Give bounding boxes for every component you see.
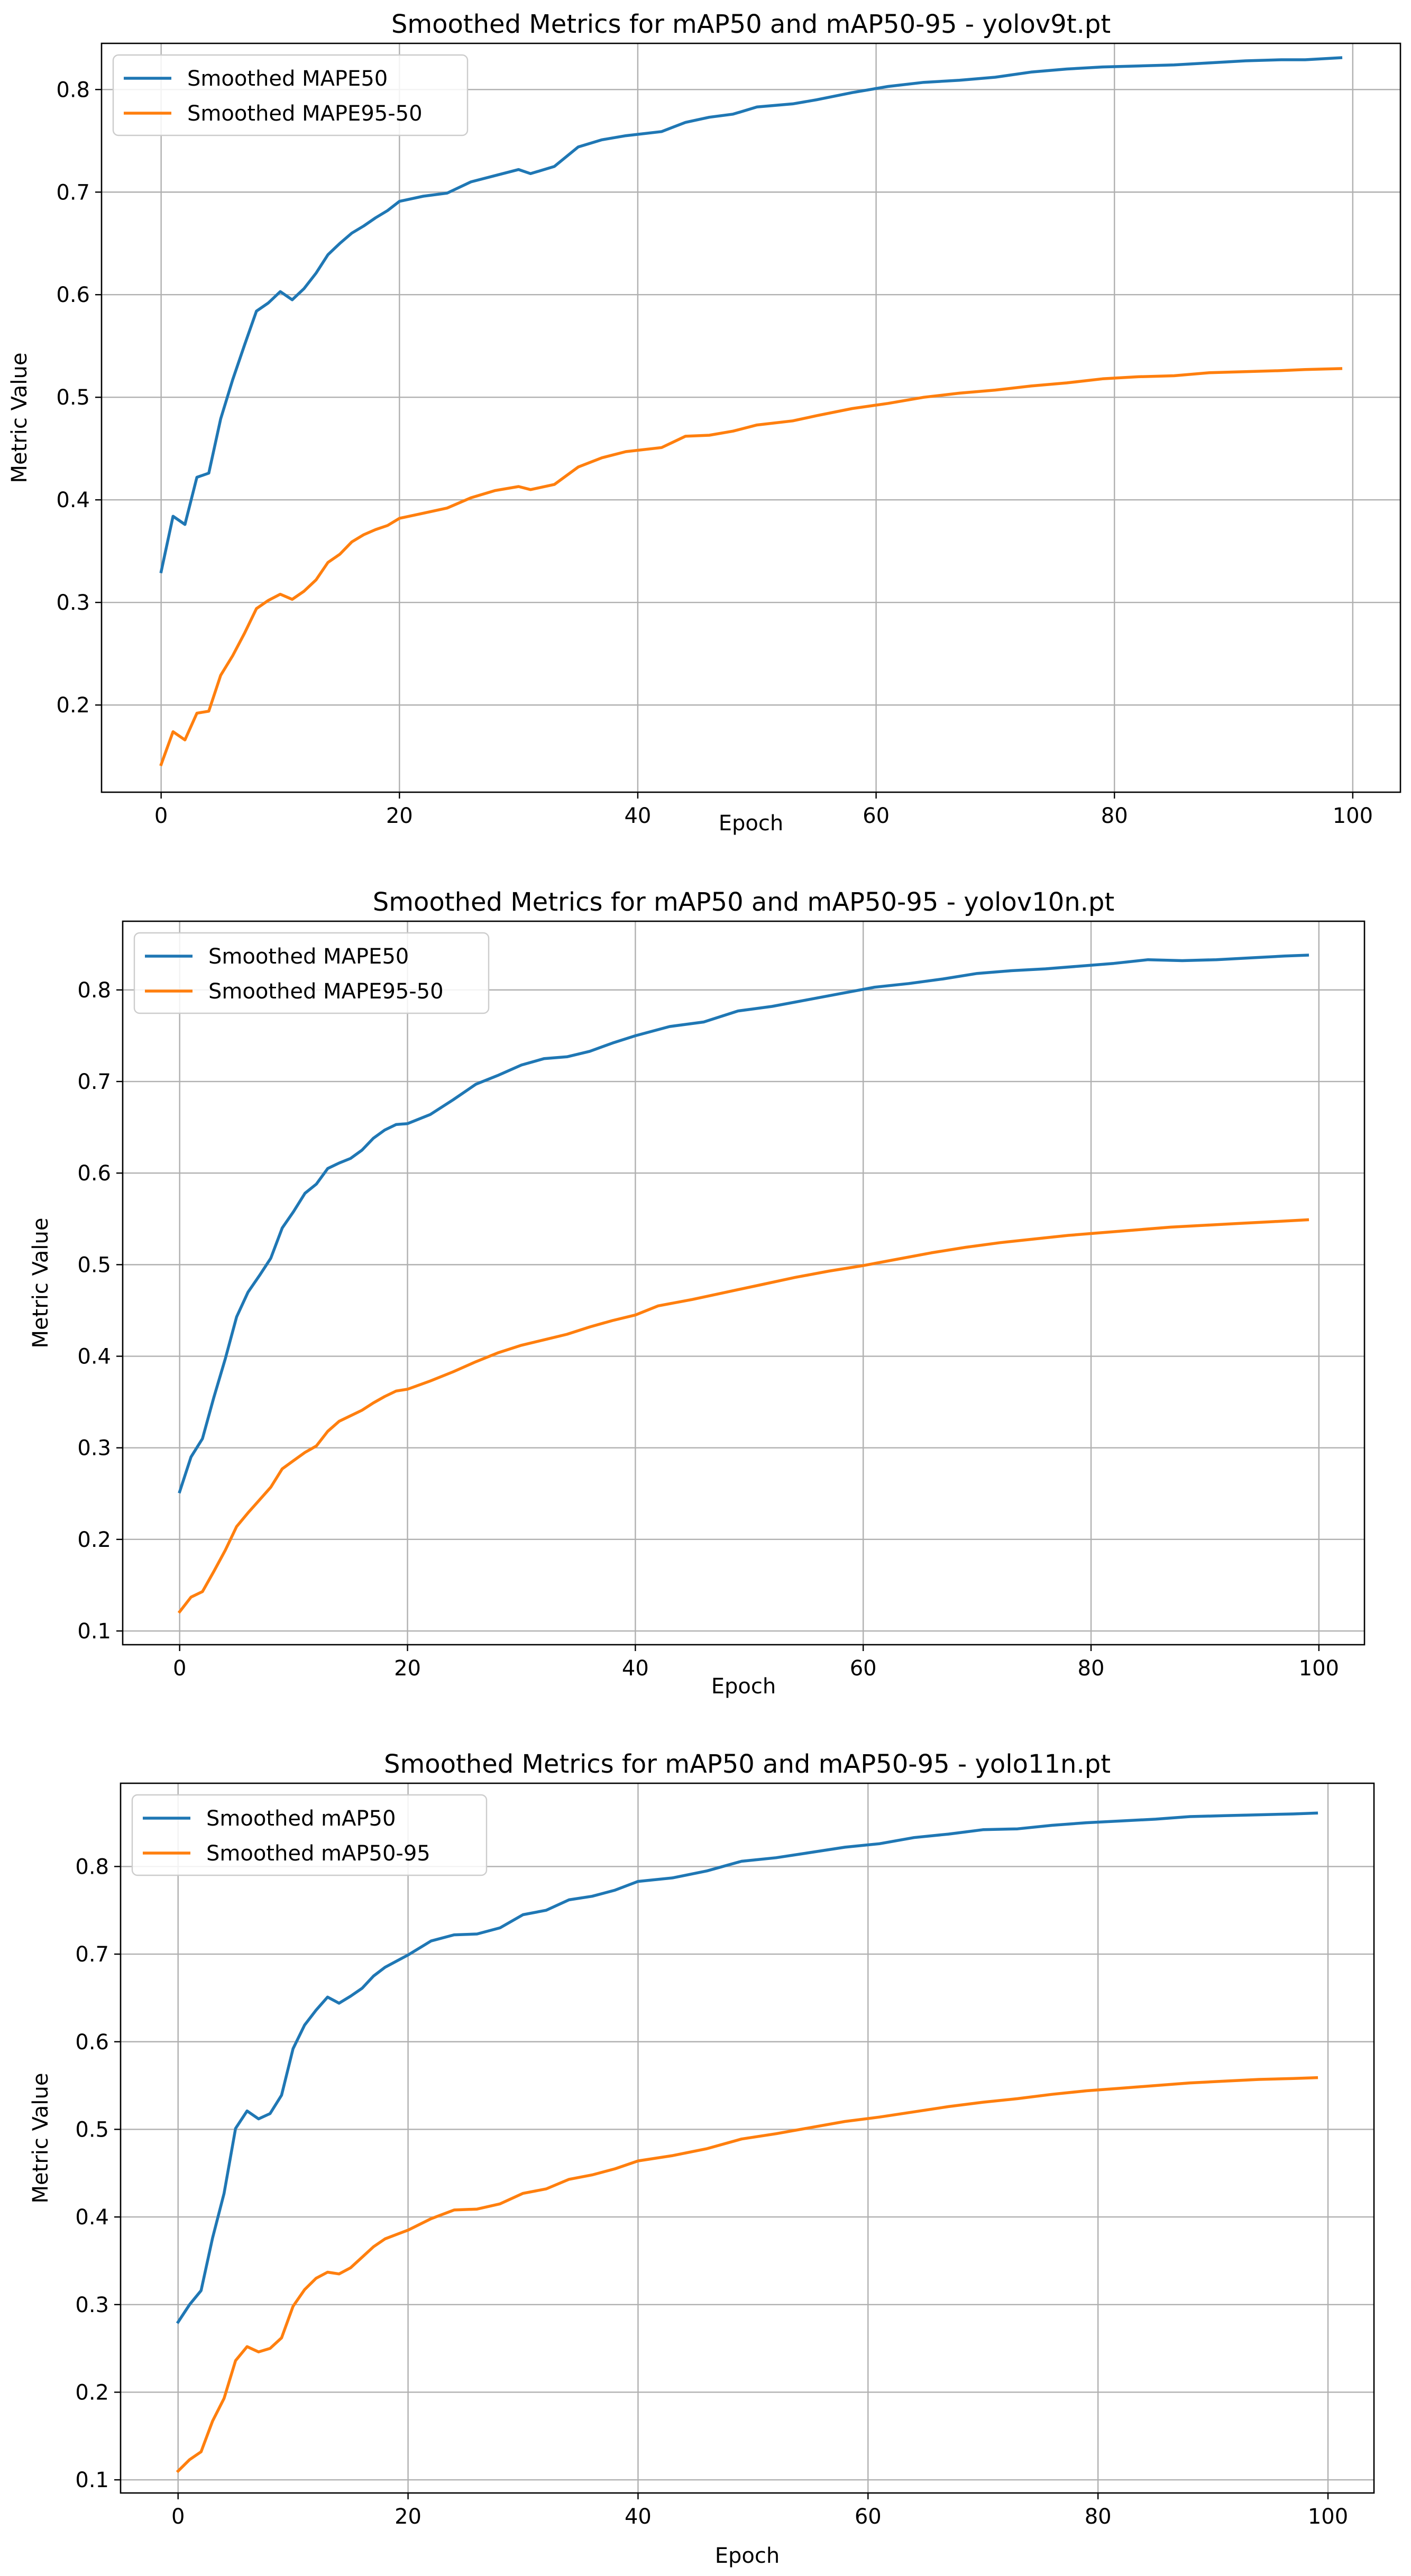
x-tick-label: 0 bbox=[171, 2505, 185, 2529]
y-tick-label: 0.2 bbox=[56, 693, 90, 718]
y-tick-label: 0.7 bbox=[77, 1070, 111, 1094]
x-tick-label: 80 bbox=[1101, 804, 1128, 828]
y-tick-label: 0.4 bbox=[56, 488, 90, 512]
y-tick-label: 0.8 bbox=[77, 978, 111, 1003]
chart-title-yolov9t: Smoothed Metrics for mAP50 and mAP50-95 … bbox=[391, 10, 1111, 39]
x-tick-label: 80 bbox=[1078, 1656, 1105, 1681]
chart-panel-yolov10n: 0 20 40 60 80 100 0.1 0.2 0.3 0.4 0.5 0.6 0.7 0.8 Smoo… bbox=[0, 878, 1411, 1719]
y-tick-label: 0.5 bbox=[77, 1253, 111, 1277]
x-axis-label: Epoch bbox=[715, 2544, 780, 2568]
chart-panel-yolov9t: 0 20 40 60 80 100 0.2 0.3 0.4 0.5 0.6 0.7 0.8 Smoothe… bbox=[0, 0, 1411, 841]
series-line-1 bbox=[178, 954, 1309, 1494]
x-tick-label: 20 bbox=[394, 1656, 421, 1681]
axes-frame bbox=[122, 920, 1366, 1646]
legend-box bbox=[112, 54, 469, 136]
series-line-2 bbox=[176, 2076, 1318, 2473]
series-line-1 bbox=[176, 1811, 1318, 2324]
y-axis-label: Metric Value bbox=[7, 353, 32, 483]
legend-label-1: Smoothed MAPE50 bbox=[208, 945, 409, 969]
y-tick-label: 0.3 bbox=[77, 1436, 111, 1461]
y-tick-label: 0.7 bbox=[75, 1942, 109, 1967]
y-tick-label: 0.3 bbox=[56, 591, 90, 615]
x-tick-label: 100 bbox=[1333, 804, 1373, 828]
series-line-1 bbox=[159, 56, 1343, 574]
x-tick-label: 40 bbox=[622, 1656, 649, 1681]
x-tick-label: 40 bbox=[624, 804, 651, 828]
legend-label-2: Smoothed MAPE95-50 bbox=[208, 979, 444, 1004]
x-tick-label: 60 bbox=[850, 1656, 877, 1681]
y-axis-label: Metric Value bbox=[29, 2073, 53, 2204]
x-tick-label: 0 bbox=[173, 1656, 186, 1681]
legend: Smoothed MAPE50 Smoothed MAPE95-50 bbox=[112, 54, 469, 136]
y-tick-label: 0.8 bbox=[56, 78, 90, 102]
x-tick-label: 80 bbox=[1085, 2505, 1112, 2529]
axes-frame bbox=[120, 1782, 1375, 2494]
y-tick-label: 0.4 bbox=[77, 1345, 111, 1369]
chart-title-yolov10n: Smoothed Metrics for mAP50 and mAP50-95 … bbox=[373, 887, 1114, 917]
x-tick-label: 60 bbox=[863, 804, 890, 828]
legend-label-1: Smoothed MAPE50 bbox=[187, 67, 388, 91]
chart-svg-yolov9t: 0 20 40 60 80 100 0.2 0.3 0.4 0.5 0.6 0.7 0.8 Smoothe… bbox=[7, 10, 1401, 836]
x-tick-label: 60 bbox=[855, 2505, 882, 2529]
y-tick-label: 0.6 bbox=[75, 2030, 109, 2055]
legend-label-2: Smoothed MAPE95-50 bbox=[187, 102, 423, 126]
y-tick-label: 0.1 bbox=[77, 1619, 111, 1644]
y-tick-label: 0.1 bbox=[75, 2468, 109, 2492]
y-tick-label: 0.5 bbox=[56, 386, 90, 410]
chart-svg-yolov10n: 0 20 40 60 80 100 0.1 0.2 0.3 0.4 0.5 0.6 0.7 0.8 Smoo… bbox=[29, 887, 1366, 1699]
x-tick-label: 20 bbox=[386, 804, 413, 828]
x-tick-label: 20 bbox=[395, 2505, 422, 2529]
plot-area bbox=[102, 43, 1400, 792]
x-tick-label: 100 bbox=[1308, 2505, 1348, 2529]
series-line-2 bbox=[177, 1218, 1309, 1614]
legend-box bbox=[131, 1794, 488, 1876]
y-tick-label: 0.6 bbox=[56, 283, 90, 307]
x-axis-label: Epoch bbox=[711, 1674, 776, 1699]
y-tick-label: 0.4 bbox=[75, 2205, 109, 2230]
x-tick-label: 100 bbox=[1299, 1656, 1339, 1681]
legend-label-1: Smoothed mAP50 bbox=[206, 1807, 396, 1831]
legend-label-2: Smoothed mAP50-95 bbox=[206, 1841, 430, 1866]
series-line-2 bbox=[159, 367, 1343, 767]
y-tick-label: 0.2 bbox=[75, 2380, 109, 2405]
legend: Smoothed mAP50 Smoothed mAP50-95 bbox=[131, 1794, 488, 1876]
x-tick-label: 0 bbox=[154, 804, 168, 828]
y-axis-label: Metric Value bbox=[29, 1218, 53, 1349]
y-tick-label: 0.3 bbox=[75, 2293, 109, 2317]
y-tick-label: 0.6 bbox=[77, 1161, 111, 1186]
legend: Smoothed MAPE50 Smoothed MAPE95-50 bbox=[133, 932, 490, 1014]
legend-box bbox=[133, 932, 490, 1014]
y-tick-label: 0.2 bbox=[77, 1528, 111, 1552]
x-tick-label: 40 bbox=[625, 2505, 652, 2529]
chart-panel-yolo11n: 0 20 40 60 80 100 0.1 0.2 0.3 0.4 0.5 0.6 0.7 0.8 Smoo… bbox=[0, 1740, 1411, 2576]
plot-area bbox=[123, 921, 1364, 1645]
x-axis-label: Epoch bbox=[719, 811, 783, 836]
y-tick-label: 0.8 bbox=[75, 1855, 109, 1879]
y-tick-label: 0.5 bbox=[75, 2117, 109, 2142]
y-tick-label: 0.7 bbox=[56, 180, 90, 205]
chart-svg-yolo11n: 0 20 40 60 80 100 0.1 0.2 0.3 0.4 0.5 0.6 0.7 0.8 Smoo… bbox=[29, 1749, 1375, 2568]
axes-frame bbox=[100, 42, 1401, 793]
chart-title-yolo11n: Smoothed Metrics for mAP50 and mAP50-95 … bbox=[384, 1749, 1111, 1779]
